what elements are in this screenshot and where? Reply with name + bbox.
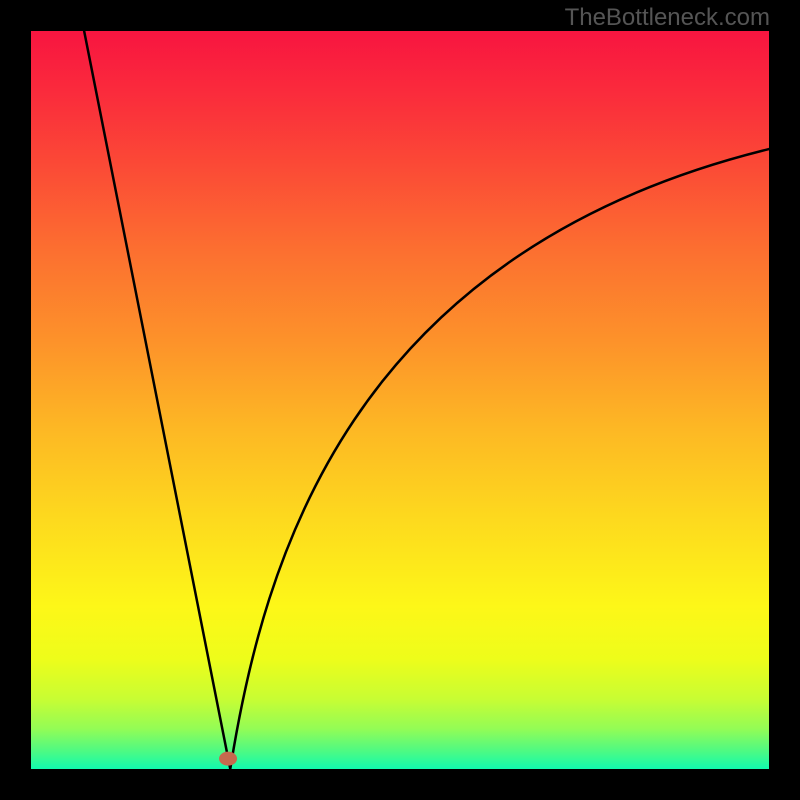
- watermark-text: TheBottleneck.com: [565, 4, 770, 32]
- optimum-marker: [31, 31, 769, 769]
- chart-container: TheBottleneck.com: [0, 0, 800, 800]
- plot-frame: [0, 0, 800, 800]
